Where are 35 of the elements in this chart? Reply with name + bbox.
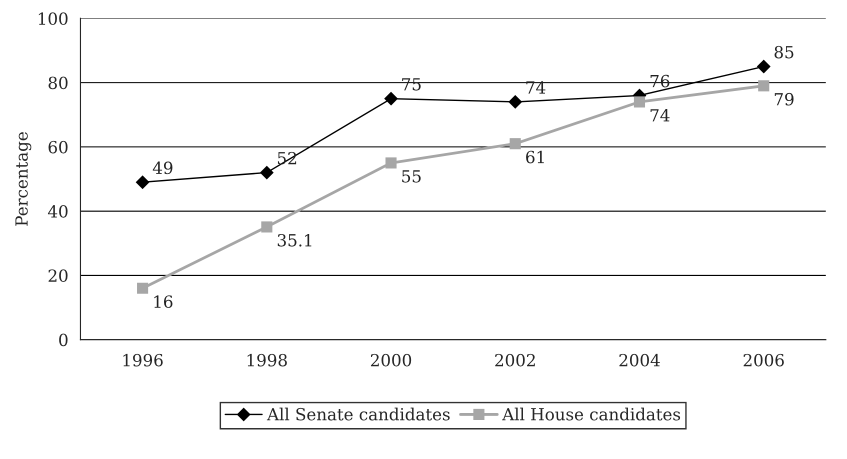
y-tick-label: 20 (48, 269, 68, 282)
data-label: 74 (650, 108, 670, 122)
data-label: 16 (154, 295, 172, 308)
x-tick-label: 2000 (370, 354, 412, 366)
data-label: 79 (774, 92, 794, 106)
data-label: 49 (152, 162, 172, 174)
x-tick-label: 1998 (248, 354, 287, 366)
x-tick-label: 2002 (495, 354, 535, 366)
y-tick-label: 0 (59, 334, 68, 346)
legend-label: All House candidates (502, 408, 680, 421)
point (137, 282, 148, 294)
y-tick-label: 80 (48, 76, 68, 90)
point (260, 166, 274, 180)
point (385, 157, 397, 168)
point (136, 176, 150, 189)
y-tick-label: 40 (48, 205, 68, 218)
y-tick-label: 100 (38, 12, 68, 25)
point (384, 92, 398, 106)
y-tick-label: 60 (48, 140, 68, 154)
point (261, 221, 272, 232)
point (510, 138, 521, 150)
y-axis-title: Percentage (15, 132, 32, 226)
point (508, 95, 522, 108)
data-label: 74 (526, 81, 546, 94)
data-label: 35.1 (278, 234, 312, 247)
point (634, 96, 646, 108)
x-tick-label: 2004 (619, 354, 660, 366)
data-label: 55 (402, 170, 421, 183)
legend-label: All Senate candidates (266, 408, 450, 421)
x-tick-label: 1996 (123, 354, 163, 366)
point (757, 60, 770, 74)
point (758, 80, 770, 92)
x-tick-label: 2006 (744, 354, 784, 366)
data-label: 85 (774, 46, 794, 58)
data-label: 61 (526, 150, 544, 164)
